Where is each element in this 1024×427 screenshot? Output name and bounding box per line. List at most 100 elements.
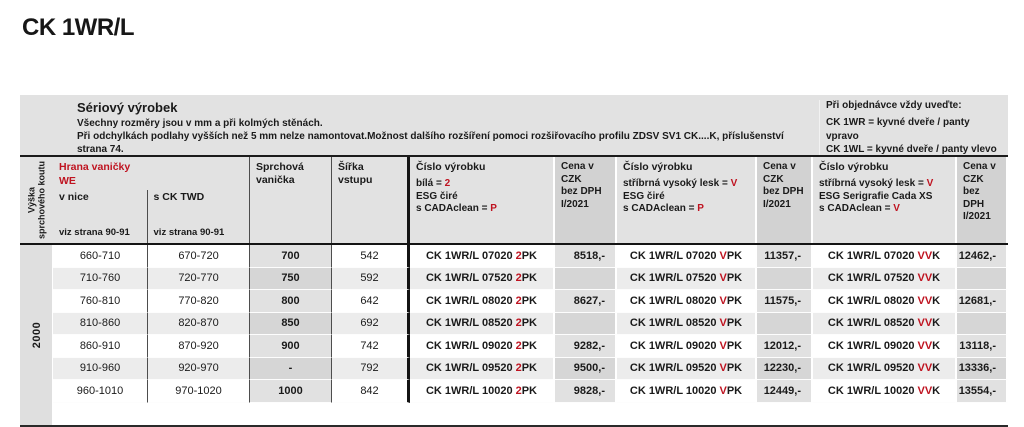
code-serigraphy-column-header: Číslo výrobku stříbrná vysoký lesk = V E… (819, 161, 934, 215)
dimension-note-line3: strana 74. (77, 144, 124, 156)
product-code-cell: CK 1WR/L 08520 V PK (617, 312, 755, 335)
tray-width-cell: 1000 (250, 380, 332, 403)
code-silver-column-header: Číslo výrobku stříbrná vysoký lesk = V E… (623, 161, 738, 215)
series-product-title: Sériový výrobek (77, 100, 178, 115)
price-cell: 11575,- (755, 290, 813, 313)
product-code-cell: CK 1WR/L 10020 VV K (813, 380, 955, 403)
twd-range-cell: 820-870 (148, 312, 250, 335)
price-cell (955, 312, 1008, 335)
entry-width-column-header: Šířka vstupu (332, 157, 410, 243)
product-code-cell: CK 1WR/L 08520 2 PK (410, 312, 553, 335)
price-cell: 12230,- (755, 357, 813, 380)
entry-width-cell: 792 (332, 357, 410, 380)
entry-width-cell: 542 (332, 245, 410, 268)
niche-range-cell: 660-710 (53, 245, 148, 268)
price-cell: 11357,- (755, 245, 813, 268)
entry-width-cell: 592 (332, 267, 410, 290)
product-code-cell: CK 1WR/L 08520 VV K (813, 312, 955, 335)
niche-range-cell: 960-1010 (53, 380, 148, 403)
price-cell: 13554,- (955, 380, 1008, 403)
product-code-cell: CK 1WR/L 08020 V PK (617, 290, 755, 313)
tray-column-header: Sprchová vanička (250, 157, 332, 243)
entry-width-cell: 642 (332, 290, 410, 313)
price-cell: 12681,- (955, 290, 1008, 313)
order-variant-right: CK 1WR = kyvné dveře / panty vpravo (826, 117, 970, 142)
twd-range-cell: 670-720 (148, 245, 250, 268)
niche-range-cell: 860-910 (53, 335, 148, 358)
price-cell (553, 312, 617, 335)
niche-range-cell: 710-760 (53, 267, 148, 290)
twd-subheader: s CK TWD viz strana 90-91 (148, 190, 249, 243)
height-column-header: Výška sprchového koutu (26, 161, 47, 240)
entry-width-cell: 692 (332, 312, 410, 335)
order-note: Při objednávce vždy uveďte: CK 1WR = kyv… (819, 100, 1005, 155)
price-column-header-1: Cena v CZK bez DPH I/2021 (553, 157, 617, 243)
table-body: 2000 660-710 670-720 700 542 CK 1WR/L 07… (20, 245, 1008, 427)
order-note-title: Při objednávce vždy uveďte: (826, 100, 962, 111)
product-code-cell: CK 1WR/L 07020 V PK (617, 245, 755, 268)
dimension-note-line1: Všechny rozměry jsou v mm a při kolmých … (77, 118, 323, 129)
niche-subheader: v nice viz strana 90-91 (53, 190, 148, 243)
tray-width-cell: 750 (250, 267, 332, 290)
twd-range-cell: 920-970 (148, 357, 250, 380)
tray-width-cell: - (250, 357, 332, 380)
table-header-row: Výška sprchového koutu Hrana vaničky WE … (20, 157, 1008, 245)
price-cell: 12462,- (955, 245, 1008, 268)
twd-range-cell: 970-1020 (148, 380, 250, 403)
tray-width-cell: 700 (250, 245, 332, 268)
product-code-cell: CK 1WR/L 09520 2 PK (410, 357, 553, 380)
product-code-cell: CK 1WR/L 09020 2 PK (410, 335, 553, 358)
product-code-cell: CK 1WR/L 07020 VV K (813, 245, 955, 268)
price-cell: 12449,- (755, 380, 813, 403)
height-value-cell: 2000 (20, 245, 53, 425)
info-band: Sériový výrobek Všechny rozměry jsou v m… (20, 95, 1008, 157)
product-code-cell: CK 1WR/L 09520 V PK (617, 357, 755, 380)
price-cell (755, 312, 813, 335)
product-code-cell: CK 1WR/L 07020 2 PK (410, 245, 553, 268)
price-cell: 12012,- (755, 335, 813, 358)
tray-edge-label: Hrana vaničky WE (59, 161, 131, 187)
series-product-note: Sériový výrobek Všechny rozměry jsou v m… (77, 100, 817, 156)
tray-width-cell: 800 (250, 290, 332, 313)
price-cell: 8518,- (553, 245, 617, 268)
twd-range-cell: 770-820 (148, 290, 250, 313)
price-cell (553, 267, 617, 290)
product-code-cell: CK 1WR/L 10020 V PK (617, 380, 755, 403)
product-code-cell: CK 1WR/L 07520 V PK (617, 267, 755, 290)
page-title: CK 1WR/L (22, 14, 135, 41)
dimension-note-line2: Při odchylkách podlahy vyšších než 5 mm … (77, 131, 784, 143)
niche-range-cell: 910-960 (53, 357, 148, 380)
product-code-cell: CK 1WR/L 07520 VV K (813, 267, 955, 290)
price-cell (955, 267, 1008, 290)
entry-width-cell: 842 (332, 380, 410, 403)
price-column-header-3: Cena v CZK bez DPH I/2021 (955, 157, 1008, 243)
product-code-cell: CK 1WR/L 08020 2 PK (410, 290, 553, 313)
price-cell: 13336,- (955, 357, 1008, 380)
product-code-cell: CK 1WR/L 09020 V PK (617, 335, 755, 358)
niche-range-cell: 760-810 (53, 290, 148, 313)
tray-edge-header: Hrana vaničky WE v nice viz strana 90-91… (53, 157, 250, 243)
product-code-cell: CK 1WR/L 09520 VV K (813, 357, 955, 380)
code-white-column-header: Číslo výrobku bílá = 2 ESG čiré s CADAcl… (416, 161, 497, 215)
price-column-header-2: Cena v CZK bez DPH I/2021 (755, 157, 813, 243)
niche-page-ref: viz strana 90-91 (59, 227, 130, 239)
entry-width-cell: 742 (332, 335, 410, 358)
tray-width-cell: 850 (250, 312, 332, 335)
price-cell: 13118,- (955, 335, 1008, 358)
catalog-table: Sériový výrobek Všechny rozměry jsou v m… (20, 95, 1008, 427)
twd-page-ref: viz strana 90-91 (153, 227, 225, 239)
price-cell: 8627,- (553, 290, 617, 313)
price-cell (755, 267, 813, 290)
product-code-cell: CK 1WR/L 08020 VV K (813, 290, 955, 313)
price-cell: 9500,- (553, 357, 617, 380)
twd-range-cell: 720-770 (148, 267, 250, 290)
niche-range-cell: 810-860 (53, 312, 148, 335)
product-code-cell: CK 1WR/L 10020 2 PK (410, 380, 553, 403)
product-code-cell: CK 1WR/L 07520 2 PK (410, 267, 553, 290)
price-cell: 9828,- (553, 380, 617, 403)
tray-width-cell: 900 (250, 335, 332, 358)
twd-range-cell: 870-920 (148, 335, 250, 358)
product-code-cell: CK 1WR/L 09020 VV K (813, 335, 955, 358)
price-cell: 9282,- (553, 335, 617, 358)
order-variant-left: CK 1WL = kyvné dveře / panty vlevo (826, 144, 997, 155)
